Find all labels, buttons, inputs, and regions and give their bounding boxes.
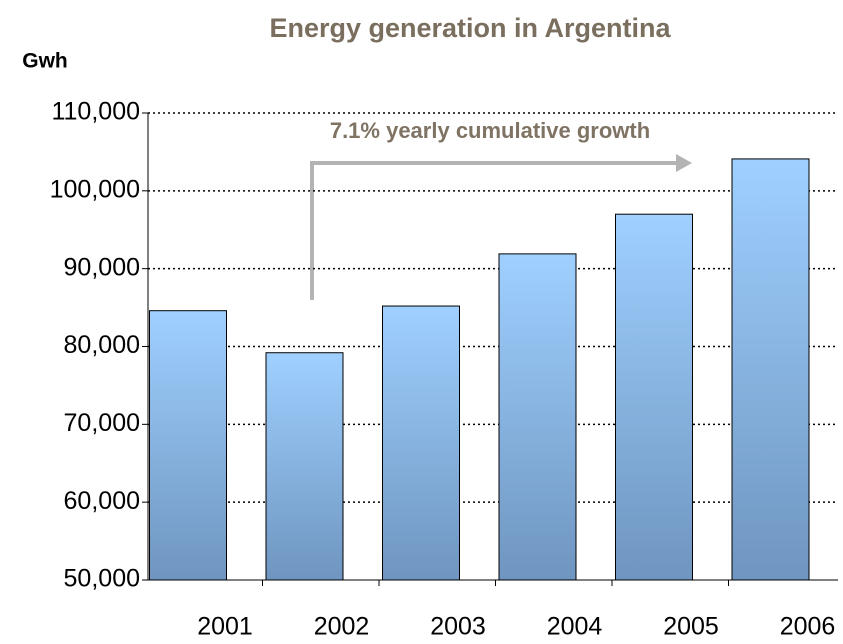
x-tick-label: 2003 xyxy=(430,613,486,641)
bar xyxy=(149,310,227,581)
y-tick-label: 90,000 xyxy=(64,253,140,281)
x-tick-label: 2001 xyxy=(197,613,253,641)
y-tick-label: 110,000 xyxy=(51,98,140,126)
bar xyxy=(265,352,344,581)
x-tick-label: 2002 xyxy=(314,613,370,641)
y-tick-label: 100,000 xyxy=(50,175,140,203)
y-axis-label: Gwh xyxy=(22,50,68,73)
x-tick-label: 2006 xyxy=(780,613,836,641)
y-tick-label: 70,000 xyxy=(64,409,140,437)
bar xyxy=(498,253,577,581)
x-tick-label: 2004 xyxy=(547,613,603,641)
bar xyxy=(615,213,693,581)
x-tick-label: 2005 xyxy=(663,613,719,641)
bar xyxy=(731,158,810,581)
y-tick-label: 80,000 xyxy=(64,331,140,359)
arrow-head xyxy=(676,154,692,172)
bar xyxy=(382,305,460,581)
y-tick-label: 50,000 xyxy=(64,565,140,593)
annotation: 7.1% yearly cumulative growth xyxy=(330,118,650,143)
chart-title: Energy generation in Argentina xyxy=(269,13,671,43)
y-tick-label: 60,000 xyxy=(64,487,140,515)
growth-arrow xyxy=(310,161,678,300)
